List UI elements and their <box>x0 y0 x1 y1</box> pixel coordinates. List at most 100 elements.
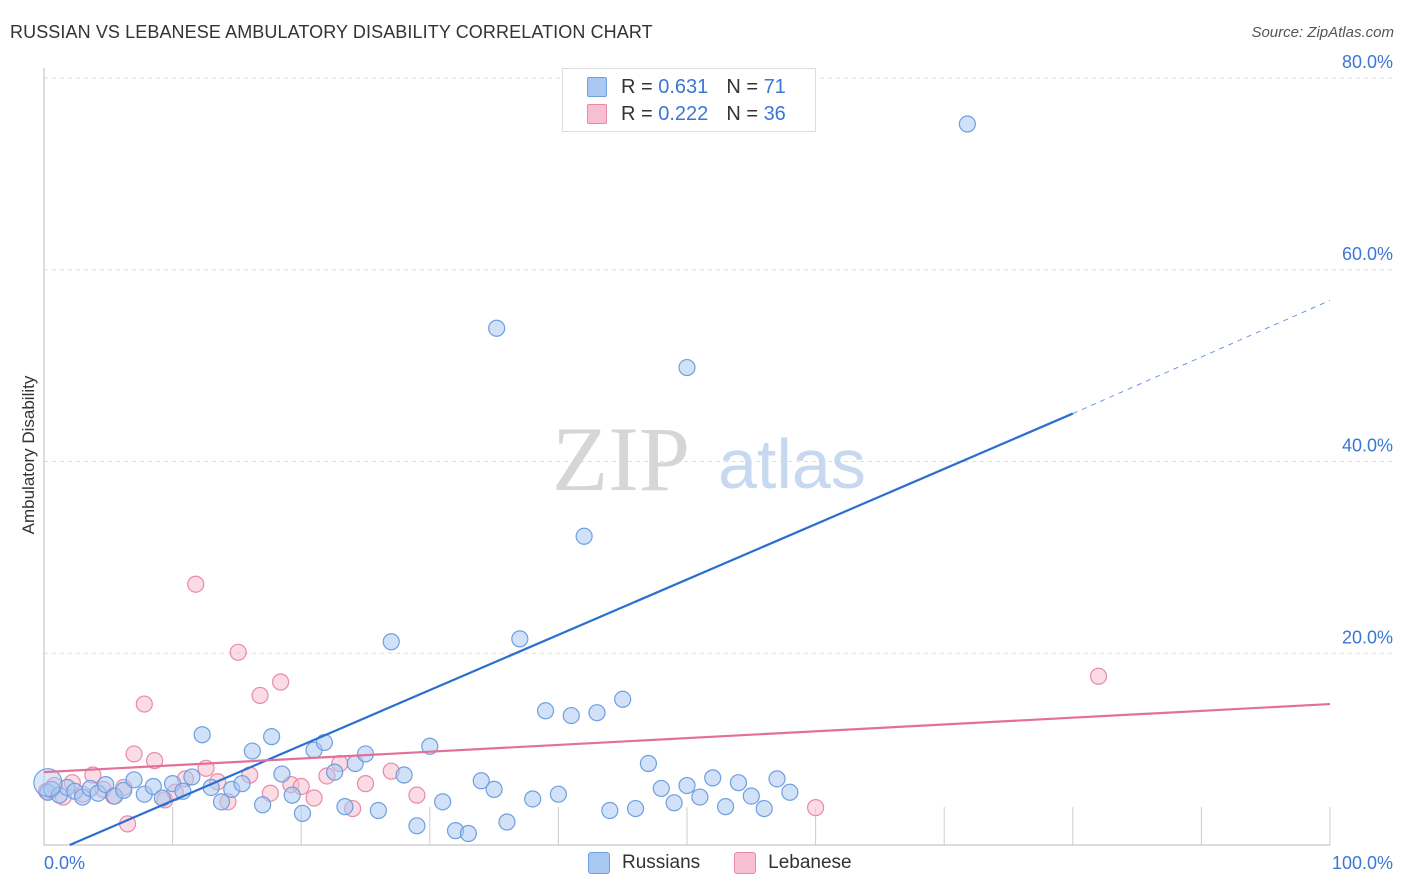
russian-point <box>536 702 555 720</box>
russian-point <box>498 813 516 831</box>
y-axis-label: Ambulatory Disability <box>19 375 38 534</box>
r-value-lebanese: 0.222 <box>658 102 709 125</box>
russian-point-cluster <box>33 768 63 798</box>
r-label: R = <box>621 102 653 125</box>
russian-point <box>115 781 133 799</box>
y-tick-label: 40.0% <box>1342 436 1393 456</box>
n-value-lebanese: 36 <box>763 102 786 125</box>
lebanese-points <box>37 575 1108 833</box>
russian-point <box>485 780 503 798</box>
russian-point <box>742 787 760 805</box>
lebanese-point <box>356 775 375 793</box>
russian-point <box>421 737 439 755</box>
russian-point <box>601 801 619 820</box>
russian-point <box>716 798 735 816</box>
watermark: ZIP atlas <box>552 408 866 510</box>
lebanese-point <box>251 686 269 705</box>
russian-point <box>193 726 211 744</box>
russian-point <box>665 794 683 812</box>
r-value-russians: 0.631 <box>658 75 709 98</box>
watermark-atlas: atlas <box>718 425 866 503</box>
russian-point <box>488 319 506 337</box>
y-tick-label: 80.0% <box>1342 52 1393 72</box>
legend-row-lebanese: R = 0.222 N = 36 <box>587 101 786 127</box>
lebanese-point <box>125 745 143 763</box>
lebanese-point <box>135 695 153 713</box>
russian-point <box>459 824 477 843</box>
russian-point <box>958 115 976 133</box>
russian-point <box>691 788 709 806</box>
russian-point <box>472 772 490 790</box>
russian-point <box>125 771 143 789</box>
legend-item-lebanese[interactable]: Lebanese <box>734 852 852 874</box>
russian-point <box>678 776 696 795</box>
series-legend: Russians Lebanese <box>588 852 886 874</box>
lebanese-point <box>305 789 323 807</box>
russian-point <box>678 358 696 377</box>
russian-point <box>639 754 658 773</box>
russian-point <box>434 793 452 811</box>
russian-point <box>768 770 786 788</box>
x-tick-label: 100.0% <box>1332 853 1393 873</box>
russian-point <box>273 765 291 783</box>
legend-item-russians[interactable]: Russians <box>588 852 700 874</box>
lebanese-point <box>229 643 247 661</box>
russian-point <box>511 630 529 648</box>
russian-point <box>254 796 272 814</box>
lebanese-point <box>806 799 825 817</box>
axes <box>43 68 1330 846</box>
russian-point <box>326 763 344 781</box>
russian-point <box>212 793 231 811</box>
russian-point <box>369 801 387 820</box>
russian-point <box>283 786 301 804</box>
russian-point <box>336 798 354 816</box>
russian-point <box>626 799 645 818</box>
russians-legend-swatch <box>588 852 610 874</box>
source-label: Source: ZipAtlas.com <box>1251 24 1394 41</box>
russian-point <box>382 633 400 651</box>
lebanese-legend-swatch <box>734 852 757 874</box>
russians-trendline-extension <box>1072 299 1331 415</box>
russian-point <box>755 799 773 818</box>
russian-point <box>562 706 580 725</box>
russian-point <box>729 774 748 792</box>
russian-point <box>144 777 162 796</box>
lebanese-trendline <box>43 702 1331 774</box>
chart-title: RUSSIAN VS LEBANESE AMBULATORY DISABILIT… <box>10 22 653 42</box>
russian-point <box>293 804 312 822</box>
tick-labels: 20.0% 40.0% 60.0% 80.0% 0.0% 100.0% <box>44 52 1393 873</box>
russian-point <box>183 768 201 786</box>
russian-point <box>652 779 670 798</box>
n-value-russians: 71 <box>763 75 786 98</box>
russians-swatch <box>587 77 607 97</box>
legend-label-lebanese: Lebanese <box>768 852 852 873</box>
russian-point <box>704 769 722 787</box>
russian-point <box>614 690 632 708</box>
watermark-zip: ZIP <box>552 408 690 510</box>
x-tick-label: 0.0% <box>44 853 85 873</box>
lebanese-point <box>187 575 205 593</box>
n-label: N = <box>726 75 758 98</box>
trendlines <box>43 299 1331 847</box>
russian-point <box>233 775 251 793</box>
legend-row-russians: R = 0.631 N = 71 <box>587 74 786 100</box>
russian-point <box>781 783 799 801</box>
russian-point <box>243 742 261 760</box>
correlation-legend: R = 0.631 N = 71 R = 0.222 N = 36 <box>562 68 816 132</box>
r-label: R = <box>621 75 653 98</box>
russian-point <box>524 790 542 808</box>
y-tick-label: 60.0% <box>1342 244 1393 264</box>
legend-label-russians: Russians <box>622 852 701 873</box>
lebanese-swatch <box>587 104 607 124</box>
russian-point <box>549 785 568 803</box>
lebanese-point <box>1089 667 1108 685</box>
lebanese-point <box>145 752 164 770</box>
russians-trendline <box>69 412 1074 847</box>
russian-point <box>263 728 281 746</box>
russian-point <box>588 704 606 722</box>
russian-point <box>395 766 413 784</box>
russian-point <box>408 817 426 835</box>
lebanese-point <box>272 673 290 691</box>
lebanese-point <box>408 786 426 804</box>
